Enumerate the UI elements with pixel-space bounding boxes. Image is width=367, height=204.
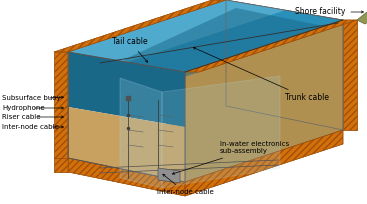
Polygon shape [185, 20, 343, 182]
Polygon shape [54, 0, 226, 52]
Polygon shape [226, 0, 343, 75]
Text: Inter-node cable: Inter-node cable [157, 174, 213, 195]
Polygon shape [68, 0, 286, 62]
Polygon shape [68, 158, 185, 196]
Text: Shore facility: Shore facility [295, 8, 363, 17]
Polygon shape [162, 76, 280, 188]
Polygon shape [357, 0, 367, 24]
Text: Tail cable: Tail cable [112, 38, 148, 62]
Text: Riser cable: Riser cable [2, 114, 40, 120]
Polygon shape [226, 55, 343, 130]
Polygon shape [54, 52, 68, 158]
Text: Trunk cable: Trunk cable [193, 47, 329, 102]
Polygon shape [158, 168, 180, 183]
Polygon shape [185, 130, 343, 196]
Text: Inter-node cable: Inter-node cable [2, 124, 59, 130]
Polygon shape [68, 107, 185, 182]
Polygon shape [68, 52, 185, 127]
Text: Subsurface buoy: Subsurface buoy [2, 95, 61, 101]
Polygon shape [123, 8, 333, 80]
Polygon shape [54, 158, 68, 172]
Text: Hydrophone: Hydrophone [2, 105, 45, 111]
Polygon shape [185, 20, 357, 72]
Polygon shape [343, 20, 357, 130]
Polygon shape [120, 78, 162, 188]
Polygon shape [68, 0, 343, 72]
Text: In-water electronics
sub-assembly: In-water electronics sub-assembly [172, 142, 289, 174]
Polygon shape [68, 106, 343, 182]
